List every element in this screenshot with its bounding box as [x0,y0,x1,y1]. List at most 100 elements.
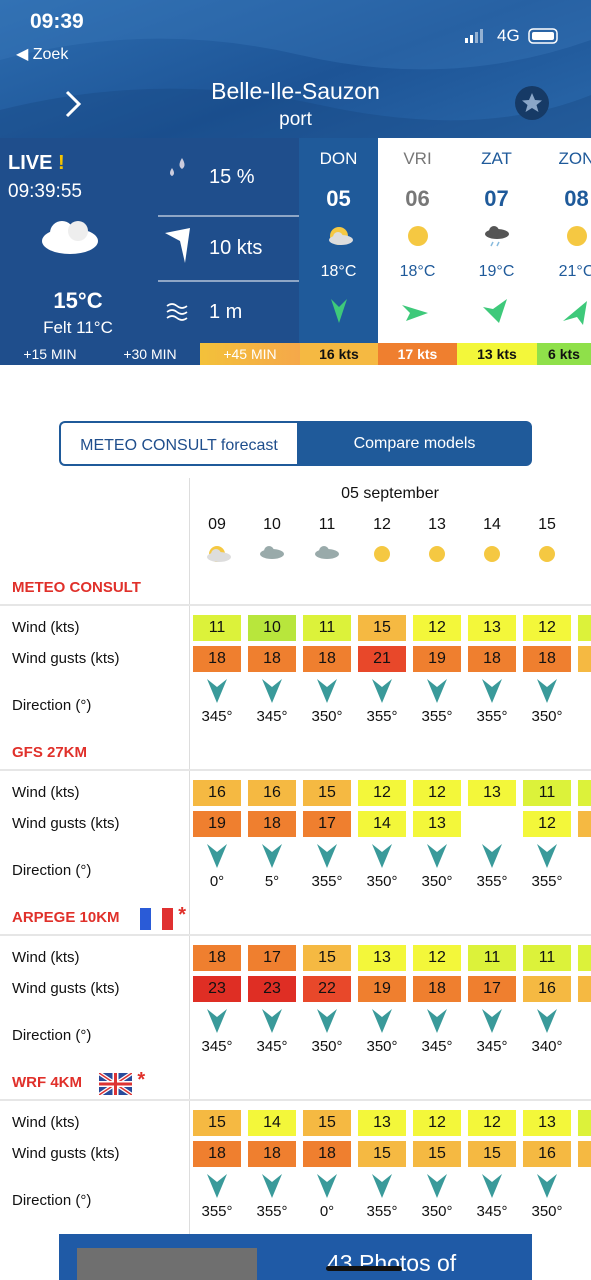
hour-label: 12 [373,516,391,533]
model-flag [99,1073,133,1095]
gust-cell: 18 [193,1141,241,1167]
direction-value: 355° [366,708,398,725]
live-temperature: 15°C [53,288,103,313]
gust-cell: 18 [193,646,241,672]
live-waves: 1 m [209,301,243,323]
row-label: Wind (kts) [12,784,80,801]
wind-cell: 11 [193,615,241,641]
gust-cell: 21 [358,646,406,672]
live-felt: Felt 11°C [43,318,113,337]
wind-cell: 13 [523,1110,571,1136]
hour-icon [260,546,284,559]
gust-cell: 18 [523,646,571,672]
hour-label: 13 [428,516,446,533]
next-column-stub [578,811,591,837]
header: 09:39 ◀ Zoek 4G Belle-Ile-Sauzon port [0,0,591,138]
day-icon [408,226,428,246]
direction-arrow [317,844,337,868]
next-column-stub [578,780,591,806]
wave-background [0,0,591,138]
direction-arrow [372,679,392,703]
strip-cell: 16 kts [300,343,378,365]
direction-value: 345° [421,1038,453,1055]
live-text: LIVE [8,152,53,174]
wind-cell: 15 [303,945,351,971]
wind-cell: 11 [523,780,571,806]
wind-cell: 11 [523,945,571,971]
gust-cell: 18 [303,1141,351,1167]
direction-arrow [262,679,282,703]
day-date: 07 [484,186,509,211]
wind-cell: 12 [523,615,571,641]
direction-arrow [427,844,447,868]
direction-arrow [207,1009,227,1033]
direction-value: 350° [311,1038,343,1055]
status-back[interactable]: ◀ Zoek [16,46,69,63]
wind-cell: 13 [468,615,516,641]
direction-value: 340° [531,1038,563,1055]
banner-text: 43 Photos of [327,1250,457,1276]
strip-cell: +30 MIN [100,343,200,365]
direction-arrow [317,1174,337,1198]
strip-cell: +15 MIN [0,343,100,365]
row-label: Wind (kts) [12,949,80,966]
direction-arrow [482,1174,502,1198]
wind-cell: 12 [358,780,406,806]
gust-cell: 18 [248,811,296,837]
row-label: Wind gusts (kts) [12,650,120,667]
next-column-stub [578,1141,591,1167]
day-wind-arrow [402,305,428,321]
direction-value: 345° [476,1203,508,1220]
live-icons [42,158,299,321]
direction-value: 350° [531,1203,563,1220]
model-name: METEO CONSULT [12,579,141,596]
row-label: Wind gusts (kts) [12,1145,120,1162]
tab-compare[interactable]: Compare models [297,421,532,466]
home-indicator [326,1266,402,1271]
gust-cell: 18 [248,1141,296,1167]
gust-cell: 16 [523,1141,571,1167]
wind-cell: 15 [303,780,351,806]
direction-value: 355° [476,708,508,725]
table-divider [189,478,190,1238]
wind-cell: 13 [358,945,406,971]
hour-label: 09 [208,516,226,533]
row-label: Wind gusts (kts) [12,815,120,832]
day-date: 05 [326,186,351,211]
wind-cell: 15 [358,615,406,641]
live-label: LIVE ! [8,152,65,175]
gust-cell: 14 [358,811,406,837]
direction-arrow [207,1174,227,1198]
row-separator [0,604,591,606]
wind-cell: 15 [303,1110,351,1136]
banner-photo [77,1248,257,1280]
row-separator [0,934,591,936]
direction-arrow [207,679,227,703]
direction-value: 5° [264,873,280,890]
hour-icon [315,546,339,559]
gust-cell: 16 [523,976,571,1002]
model-name: GFS 27KM [12,744,88,761]
next-column-stub [578,1110,591,1136]
direction-arrow [537,679,557,703]
day-wind-arrow [331,299,347,323]
direction-arrow [262,1009,282,1033]
gust-cell: 17 [303,811,351,837]
tab-forecast[interactable]: METEO CONSULT forecast [59,421,297,466]
direction-value: 350° [366,873,398,890]
row-label: Direction (°) [12,862,92,879]
model-name: ARPEGE 10KM [12,909,120,926]
photo-banner[interactable]: 43 Photos of [59,1234,532,1280]
live-alert: ! [58,152,65,174]
model-flag [140,908,174,930]
row-label: Direction (°) [12,1027,92,1044]
direction-value: 345° [256,1038,288,1055]
day-temperature: 21°C [558,263,591,280]
direction-value: 350° [311,708,343,725]
day-icon [485,226,509,247]
direction-value: 355° [476,873,508,890]
live-panel: LIVE ! 09:39:55 15°C Felt 11°C 15 % 10 k… [0,138,299,343]
hour-label: 15 [538,516,556,533]
wind-cell: 12 [413,1110,461,1136]
